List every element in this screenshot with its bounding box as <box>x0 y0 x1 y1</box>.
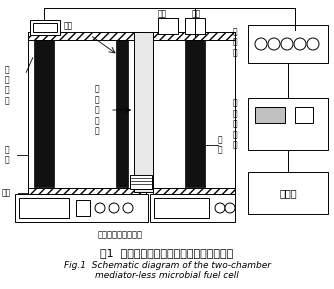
Circle shape <box>109 203 119 213</box>
Text: 质
子
交
换
膜: 质 子 交 换 膜 <box>95 85 99 135</box>
Bar <box>248 172 328 214</box>
Text: 恒温磁力加热搅拌器: 恒温磁力加热搅拌器 <box>98 231 143 240</box>
Circle shape <box>95 203 105 213</box>
Bar <box>154 198 209 218</box>
Bar <box>185 18 205 34</box>
Bar <box>248 25 328 63</box>
Bar <box>28 32 146 40</box>
Bar <box>33 23 57 32</box>
Bar <box>15 194 148 222</box>
Bar <box>158 18 178 34</box>
Text: 阳
极: 阳 极 <box>218 135 223 155</box>
Text: 图1  无介体双室微生物燃料电池系统示意图: 图1 无介体双室微生物燃料电池系统示意图 <box>101 248 233 258</box>
Text: 进水: 进水 <box>157 10 167 18</box>
Text: 石
墨
电
极: 石 墨 电 极 <box>5 65 10 105</box>
Bar <box>185 37 205 187</box>
Text: Fig.1  Schematic diagram of the two-chamber: Fig.1 Schematic diagram of the two-chamb… <box>63 260 271 270</box>
Bar <box>295 107 313 123</box>
Circle shape <box>215 203 225 213</box>
Text: mediator-less microbial fuel cell: mediator-less microbial fuel cell <box>95 271 239 281</box>
Text: 出水: 出水 <box>63 21 72 31</box>
Text: 进水: 进水 <box>2 188 11 197</box>
Bar <box>34 37 54 187</box>
Bar <box>130 175 152 189</box>
Bar <box>255 107 285 123</box>
Bar <box>150 194 235 222</box>
Circle shape <box>307 38 319 50</box>
Bar <box>28 188 146 194</box>
Bar <box>153 32 235 40</box>
Circle shape <box>255 38 267 50</box>
Text: 数
据
采
集
器: 数 据 采 集 器 <box>232 99 237 149</box>
Text: 出水: 出水 <box>191 10 201 18</box>
Bar <box>76 200 90 216</box>
Bar <box>153 32 235 192</box>
Circle shape <box>268 38 280 50</box>
Bar <box>248 98 328 150</box>
Text: 阴
极: 阴 极 <box>5 145 10 165</box>
Circle shape <box>225 203 235 213</box>
Circle shape <box>123 203 133 213</box>
Circle shape <box>281 38 293 50</box>
Bar <box>19 198 69 218</box>
Bar <box>153 188 235 194</box>
Text: 计算机: 计算机 <box>279 188 297 198</box>
Bar <box>28 32 146 192</box>
Bar <box>30 20 60 35</box>
Bar <box>134 32 153 192</box>
Circle shape <box>294 38 306 50</box>
Bar <box>116 37 128 187</box>
Text: 电
阻
箱: 电 阻 箱 <box>232 27 237 57</box>
